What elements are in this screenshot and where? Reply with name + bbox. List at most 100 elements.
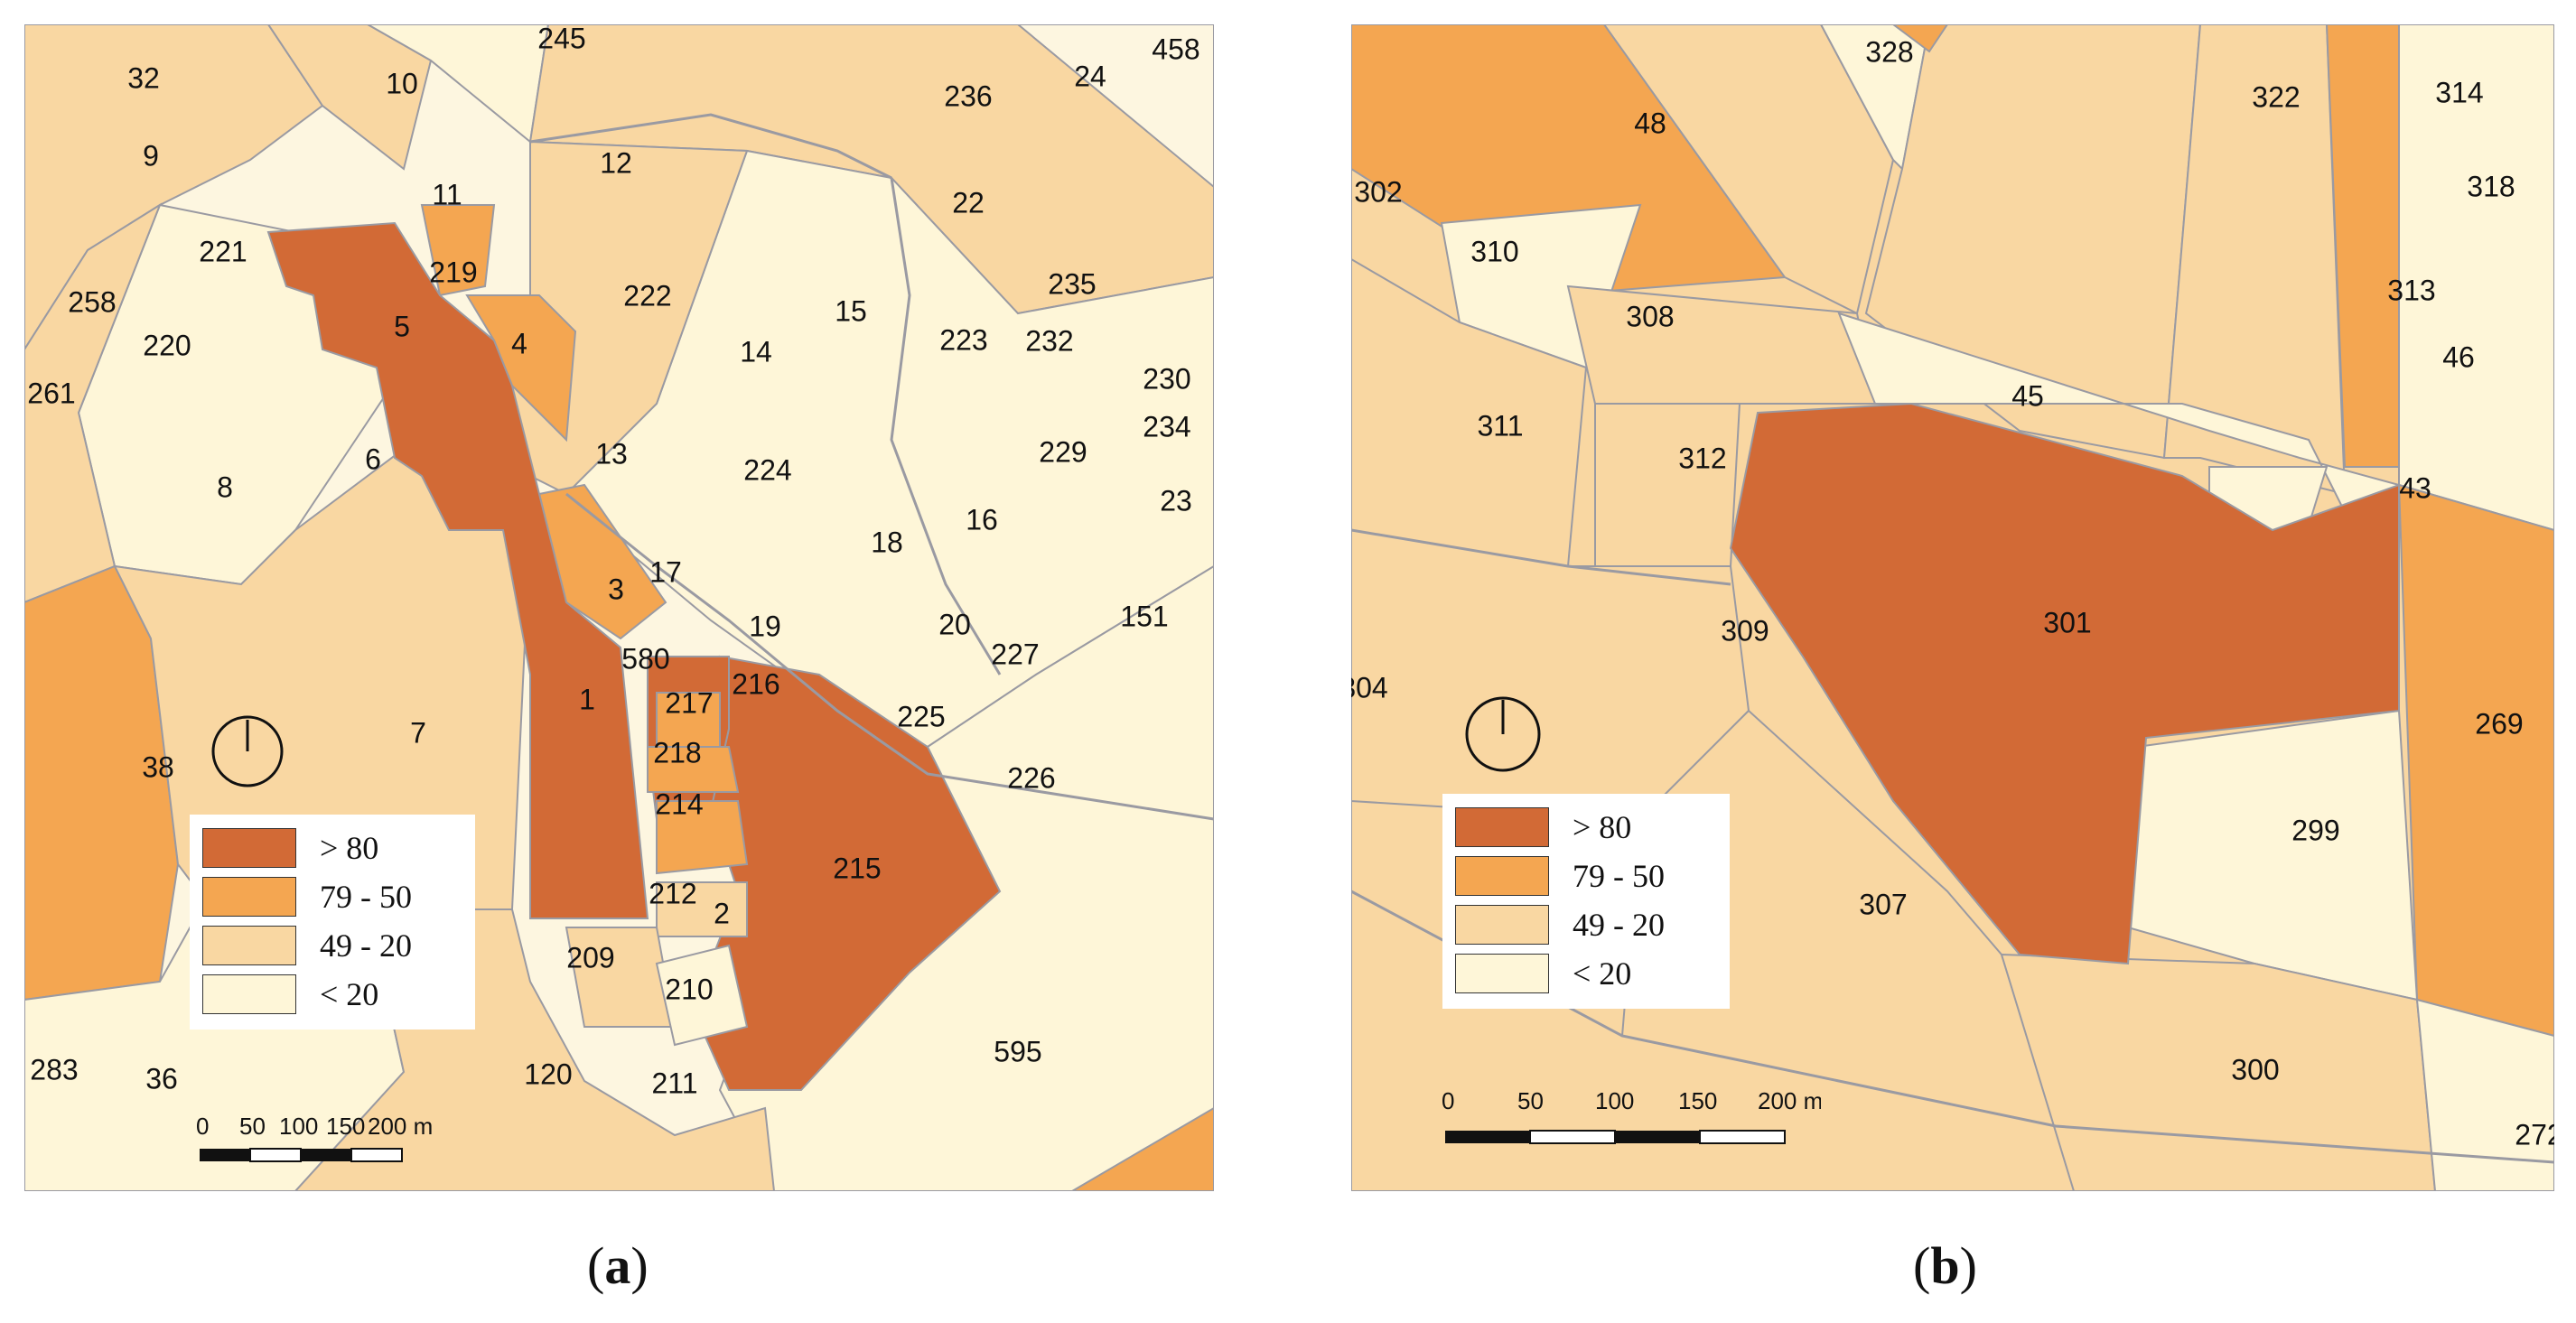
parcel-label: 8	[217, 471, 233, 503]
legend-item: > 80	[202, 824, 462, 872]
parcel-label: 229	[1039, 435, 1087, 468]
parcel-label: 38	[142, 750, 174, 783]
parcel-label: 6	[365, 443, 381, 475]
legend-swatch	[1455, 807, 1549, 847]
parcel-label: 223	[939, 323, 987, 356]
parcel-label: 308	[1626, 300, 1674, 332]
parcel-label: 235	[1048, 267, 1096, 300]
legend-item: 49 - 20	[1455, 900, 1717, 949]
legend-label: 79 - 50	[1573, 858, 1665, 894]
parcel-label: 151	[1120, 600, 1168, 632]
legend-label: < 20	[320, 976, 379, 1012]
parcel-label: 261	[27, 377, 75, 409]
parcel-area	[655, 944, 749, 1047]
parcel-area	[266, 221, 649, 919]
parcel-label: 301	[2043, 606, 2091, 638]
parcel-labels-b: 328 322 314 48 318 302 310 308 313 46 45 311 312 43 30…	[1351, 35, 2554, 1151]
legend-swatch	[202, 877, 296, 917]
parcel-label: 45	[2011, 379, 2044, 412]
parcel-label: 309	[1721, 614, 1769, 647]
parcel-area	[656, 881, 748, 937]
legend-label: > 80	[1573, 809, 1632, 845]
parcel-label: 595	[994, 1035, 1041, 1067]
parcel-label: 258	[68, 285, 116, 318]
legend-item: 79 - 50	[1455, 852, 1717, 900]
parcel-label: 236	[944, 79, 992, 112]
parcel-area	[1070, 1106, 1214, 1191]
legend-swatch	[202, 974, 296, 1014]
caption-letter: b	[1930, 1236, 1960, 1295]
figure-caption-b: (b)	[1913, 1236, 1977, 1295]
legend-label: > 80	[320, 830, 379, 866]
parcel-label: 217	[665, 686, 713, 719]
parcel-label: 318	[2467, 170, 2515, 202]
parcel-label: 304	[1351, 671, 1388, 703]
parcel-label: 210	[665, 973, 713, 1005]
parcel-label: 15	[835, 294, 867, 327]
legend-item: > 80	[1455, 803, 1717, 852]
parcel-label: 269	[2475, 707, 2523, 740]
parcel-label: 5	[394, 310, 410, 342]
legend-swatch	[202, 828, 296, 868]
parcel-area	[1729, 402, 2400, 965]
parcel-label: 580	[621, 642, 669, 675]
legend-label: < 20	[1573, 955, 1632, 992]
parcel-area	[420, 204, 496, 297]
parcel-label: 221	[199, 235, 247, 267]
parcel-label: 32	[127, 61, 160, 94]
parcel-label: 120	[524, 1057, 572, 1090]
scale-tick-label: 200 m	[368, 1113, 433, 1140]
parcel-label: 299	[2291, 814, 2339, 846]
parcel-area	[2398, 24, 2554, 532]
legend-label: 79 - 50	[320, 879, 412, 915]
scale-tick-label: 100	[1595, 1087, 1634, 1114]
scale-tick-label: 50	[239, 1113, 266, 1140]
parcel-label: 225	[897, 700, 945, 732]
parcel-label: 212	[649, 877, 696, 909]
parcel-label: 219	[429, 256, 477, 288]
parcel-label: 10	[386, 67, 418, 99]
parcel-label: 9	[143, 139, 159, 172]
parcel-label: 234	[1143, 410, 1190, 443]
parcel-label: 17	[649, 555, 682, 588]
parcel-label: 218	[653, 736, 701, 769]
legend-swatch	[202, 926, 296, 965]
scale-bar: 0 50 100 150 200 m	[1442, 1076, 1821, 1167]
parcel-label: 209	[566, 941, 614, 974]
legend-item: 79 - 50	[202, 872, 462, 921]
parcel-label: 12	[600, 146, 632, 179]
parcel-label: 215	[833, 852, 881, 884]
parcel-area	[2415, 998, 2554, 1191]
legend-swatch	[1455, 856, 1549, 896]
scale-tick-label: 150	[1678, 1087, 1717, 1114]
parcel-label: 43	[2399, 471, 2431, 504]
parcel-label: 245	[537, 24, 585, 54]
parcel-area	[266, 24, 433, 171]
parcel-area	[1891, 24, 1949, 53]
north-arrow-icon	[1465, 696, 1541, 772]
parcel-label: 2	[714, 897, 730, 929]
parcel-area	[2397, 483, 2554, 1038]
parcel-label: 226	[1007, 761, 1055, 794]
parcel-label: 22	[952, 186, 985, 219]
map-panel-b: 328 322 314 48 318 302 310 308 313 46 45 311 312 43 30…	[1351, 24, 2554, 1191]
parcel-label: 48	[1634, 107, 1666, 139]
parcel-label: 18	[871, 526, 903, 558]
parcel-label: 458	[1152, 33, 1199, 65]
parcel-label: 16	[966, 503, 998, 536]
scale-tick-label: 100	[279, 1113, 318, 1140]
legend-swatch	[1455, 954, 1549, 993]
parcel-label: 302	[1354, 175, 1402, 208]
legend-label: 49 - 20	[1573, 907, 1665, 943]
scale-bar: 0 50 100 150 200 m	[191, 1104, 434, 1176]
parcel-area	[24, 202, 163, 604]
parcel-label: 1	[579, 683, 595, 715]
parcel-label: 312	[1678, 442, 1726, 474]
parcel-label: 328	[1865, 35, 1913, 68]
scale-tick-label: 200 m	[1758, 1087, 1821, 1114]
legend-swatch	[1455, 905, 1549, 945]
parcel-label: 216	[732, 667, 779, 700]
parcel-label: 224	[743, 453, 791, 486]
parcel-label: 322	[2252, 80, 2300, 113]
